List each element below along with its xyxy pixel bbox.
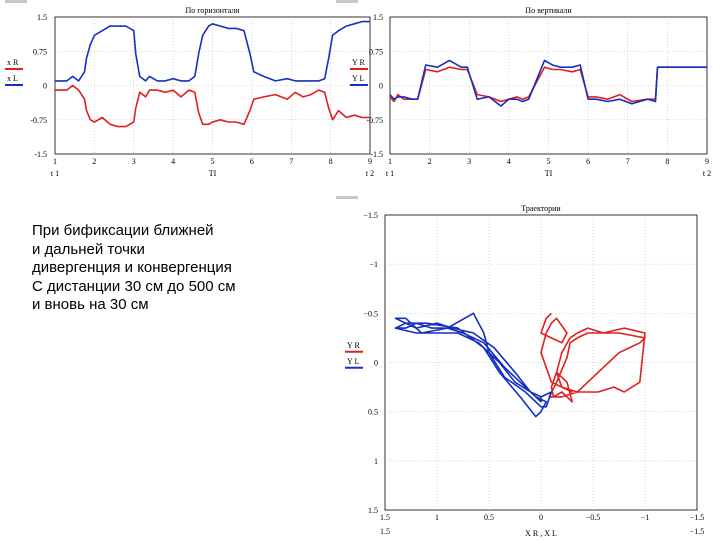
x-tick-label: 0.5 xyxy=(484,513,494,522)
chart-1: По горизонтали 1.5 0.75 0 -0.75 -1.5 1 2 3 4 5 6 7 8 9… xyxy=(5,6,374,178)
x-axis-label: TI xyxy=(209,169,217,178)
x-tick-label: 1 xyxy=(53,157,57,166)
x-tick-label: 7 xyxy=(626,157,630,166)
y-tick-label: 1.5 xyxy=(368,506,378,515)
series-line-blue xyxy=(389,59,707,107)
x-tick-label: 9 xyxy=(368,157,372,166)
x-tick-label: 2 xyxy=(92,157,96,166)
x-tick-label: 7 xyxy=(289,157,293,166)
x-limit-left-label: 1.5 xyxy=(380,527,390,536)
x-tick-label: 6 xyxy=(586,157,590,166)
y-label-bottom: x L xyxy=(7,74,18,83)
chart-title: По вертикали xyxy=(525,6,572,15)
chart-2: По вертикали 1.5 0.75 0 -0.75 -1.5 1 2 3 4 5 6 7 8 9 t … xyxy=(350,6,711,178)
series-line-blue xyxy=(55,20,370,82)
x-tick-label: 2 xyxy=(428,157,432,166)
caption-line: С дистанции 30 см до 500 см xyxy=(32,277,236,295)
y-label-top: Y R xyxy=(347,341,360,350)
x-tick-label: 1 xyxy=(388,157,392,166)
plot-frame xyxy=(389,16,708,155)
chart-title: Траектории xyxy=(521,204,561,213)
series-line-red xyxy=(55,84,370,128)
y-label-top: Y R xyxy=(352,58,365,67)
caption-line: и вновь на 30 см xyxy=(32,296,149,313)
y-tick-label: 0 xyxy=(43,82,47,91)
x-tick-label: 8 xyxy=(329,157,333,166)
x-limit-right-label: t 2 xyxy=(366,169,374,178)
y-tick-label: −0.5 xyxy=(363,309,378,318)
y-tick-label: 1.5 xyxy=(37,13,47,22)
y-tick-label: −1.5 xyxy=(363,211,378,220)
x-tick-label: 4 xyxy=(507,157,511,166)
x-tick-label: −1 xyxy=(641,513,650,522)
x-tick-label: 1 xyxy=(435,513,439,522)
x-tick-label: 5 xyxy=(211,157,215,166)
y-tick-label: 1.5 xyxy=(373,13,383,22)
x-limit-right-label: t 2 xyxy=(703,169,711,178)
x-tick-label: 5 xyxy=(547,157,551,166)
decor-mark xyxy=(336,0,358,3)
decor-mark xyxy=(336,196,358,199)
x-tick-label: 3 xyxy=(132,157,136,166)
y-tick-label: -0.75 xyxy=(30,116,47,125)
x-tick-label: −0.5 xyxy=(586,513,601,522)
x-limit-left-label: t 1 xyxy=(51,169,59,178)
x-limit-right-label: −1.5 xyxy=(690,527,705,536)
series-line-blue xyxy=(394,312,553,418)
x-tick-label: 9 xyxy=(705,157,709,166)
y-tick-label: 0.75 xyxy=(369,47,383,56)
chart-title: По горизонтали xyxy=(185,6,240,15)
caption-line: дивергенция и конвергенция xyxy=(32,259,232,276)
y-tick-label: 0.5 xyxy=(368,408,378,417)
y-tick-label: -1.5 xyxy=(34,150,47,159)
y-tick-label: 0 xyxy=(379,82,383,91)
x-axis-label: X R , X L xyxy=(525,529,557,538)
caption-line: При бификсации ближней xyxy=(32,222,214,239)
x-tick-label: 1.5 xyxy=(380,513,390,522)
series-line-red xyxy=(540,312,646,403)
x-tick-label: 0 xyxy=(539,513,543,522)
y-label-bottom: Y L xyxy=(352,74,364,83)
caption-line: и дальней точки xyxy=(32,240,145,258)
y-tick-label: 0.75 xyxy=(33,47,47,56)
decor-mark xyxy=(5,0,27,3)
y-label-top: x R xyxy=(7,58,19,67)
x-tick-label: 6 xyxy=(250,157,254,166)
x-tick-label: 3 xyxy=(467,157,471,166)
x-tick-label: 4 xyxy=(171,157,175,166)
x-tick-label: 8 xyxy=(665,157,669,166)
y-tick-label: -1.5 xyxy=(370,150,383,159)
x-tick-label: −1.5 xyxy=(690,513,705,522)
series-line-red xyxy=(389,66,707,103)
x-limit-left-label: t 1 xyxy=(386,169,394,178)
y-tick-label: −1 xyxy=(369,260,378,269)
y-label-bottom: Y L xyxy=(347,357,359,366)
caption-text: При бификсации ближней и дальней точки д… xyxy=(32,222,302,315)
chart-3: Траектории−1.5−1−0.500.511.51.5 1 0.5 0 −0.5… xyxy=(345,204,704,538)
y-tick-label: -0.75 xyxy=(366,116,383,125)
x-axis-label: TI xyxy=(545,169,553,178)
y-tick-label: 0 xyxy=(374,359,378,368)
y-tick-label: 1 xyxy=(374,457,378,466)
